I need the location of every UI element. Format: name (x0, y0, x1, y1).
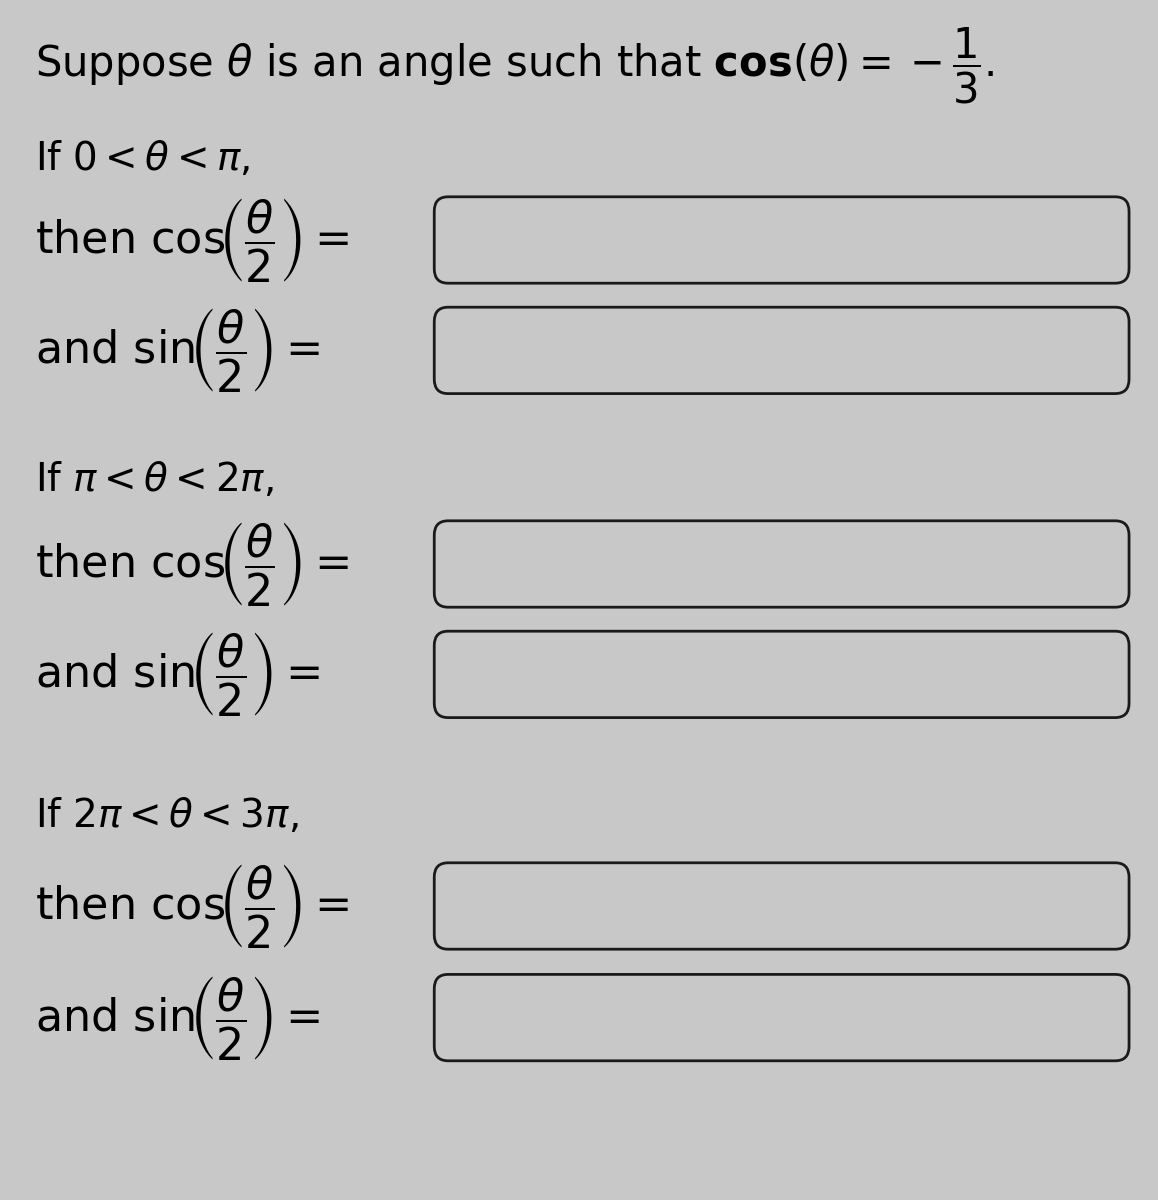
FancyBboxPatch shape (434, 521, 1129, 607)
Text: If $\pi < \theta < 2\pi,$: If $\pi < \theta < 2\pi,$ (35, 461, 273, 499)
Text: then $\mathrm{cos}\!\left(\dfrac{\theta}{2}\right) =$: then $\mathrm{cos}\!\left(\dfrac{\theta}… (35, 862, 349, 950)
Text: Suppose $\theta$ is an angle such that $\mathbf{cos}(\theta) = -\dfrac{1}{3}.$: Suppose $\theta$ is an angle such that $… (35, 26, 995, 106)
Text: and $\mathrm{sin}\!\left(\dfrac{\theta}{2}\right) =$: and $\mathrm{sin}\!\left(\dfrac{\theta}{… (35, 973, 320, 1062)
Text: If $0 < \theta < \pi,$: If $0 < \theta < \pi,$ (35, 139, 250, 178)
Text: If $2\pi < \theta < 3\pi,$: If $2\pi < \theta < 3\pi,$ (35, 797, 299, 835)
FancyBboxPatch shape (434, 631, 1129, 718)
Text: and $\mathrm{sin}\!\left(\dfrac{\theta}{2}\right) =$: and $\mathrm{sin}\!\left(\dfrac{\theta}{… (35, 306, 320, 395)
Text: then $\mathrm{cos}\!\left(\dfrac{\theta}{2}\right) =$: then $\mathrm{cos}\!\left(\dfrac{\theta}… (35, 520, 349, 608)
Text: and $\mathrm{sin}\!\left(\dfrac{\theta}{2}\right) =$: and $\mathrm{sin}\!\left(\dfrac{\theta}{… (35, 630, 320, 719)
Text: then $\mathrm{cos}\!\left(\dfrac{\theta}{2}\right) =$: then $\mathrm{cos}\!\left(\dfrac{\theta}… (35, 196, 349, 284)
FancyBboxPatch shape (434, 307, 1129, 394)
FancyBboxPatch shape (434, 974, 1129, 1061)
FancyBboxPatch shape (434, 197, 1129, 283)
FancyBboxPatch shape (434, 863, 1129, 949)
